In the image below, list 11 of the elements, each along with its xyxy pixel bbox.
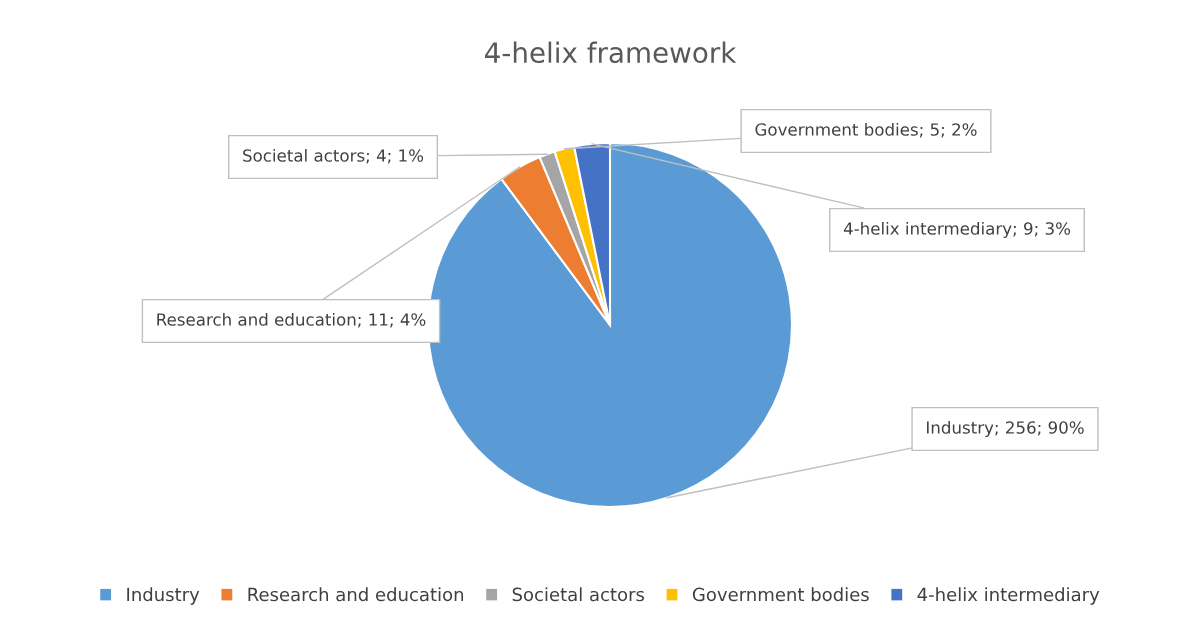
- data-label: Societal actors; 4; 1%: [243, 148, 424, 164]
- data-label: Research and education; 11; 4%: [157, 312, 426, 328]
- legend-label: Research and education: [248, 587, 464, 602]
- data-label: Government bodies; 5; 2%: [755, 122, 977, 138]
- legend-label: 4-helix intermediary: [917, 587, 1100, 605]
- legend-label: Societal actors: [512, 587, 645, 602]
- legend-label: Government bodies: [692, 587, 869, 602]
- chart-title: 4-helix framework: [485, 41, 737, 64]
- legend-label: Industry: [127, 587, 200, 605]
- data-label: Industry; 256; 90%: [927, 420, 1084, 438]
- data-label: 4-helix intermediary; 9; 3%: [843, 221, 1071, 239]
